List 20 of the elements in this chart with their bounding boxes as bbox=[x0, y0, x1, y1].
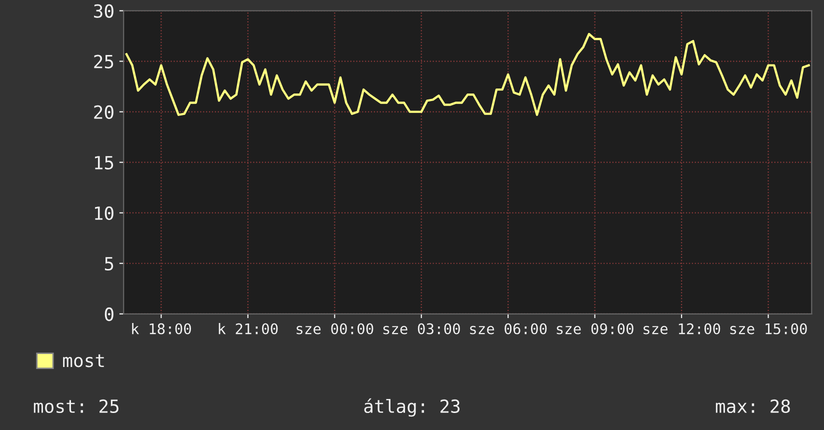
y-tick-label: 5 bbox=[104, 257, 114, 271]
x-tick-label: sze 09:00 bbox=[556, 323, 634, 334]
x-tick-label: sze 15:00 bbox=[730, 323, 807, 334]
x-tick-label: k 18:00 bbox=[132, 323, 191, 334]
x-tick-label: sze 03:00 bbox=[383, 323, 460, 334]
y-tick-label: 20 bbox=[94, 105, 114, 119]
y-tick-label: 30 bbox=[94, 4, 114, 18]
y-tick-label: 0 bbox=[104, 307, 114, 322]
x-tick-label: sze 06:00 bbox=[470, 323, 547, 334]
y-tick-label: 25 bbox=[94, 54, 114, 68]
legend-label: most bbox=[63, 354, 104, 368]
x-tick-label: sze 00:00 bbox=[296, 323, 374, 334]
text: most: 25 bbox=[34, 399, 118, 414]
text: max: 28 bbox=[716, 399, 790, 414]
y-tick-label: 15 bbox=[95, 156, 114, 170]
x-tick-label: k 21:00 bbox=[218, 323, 278, 334]
text: átlag: 23 bbox=[364, 398, 460, 417]
x-tick-label: sze 12:00 bbox=[644, 323, 720, 334]
y-tick-label: 10 bbox=[95, 206, 114, 220]
line-series bbox=[125, 32, 810, 116]
